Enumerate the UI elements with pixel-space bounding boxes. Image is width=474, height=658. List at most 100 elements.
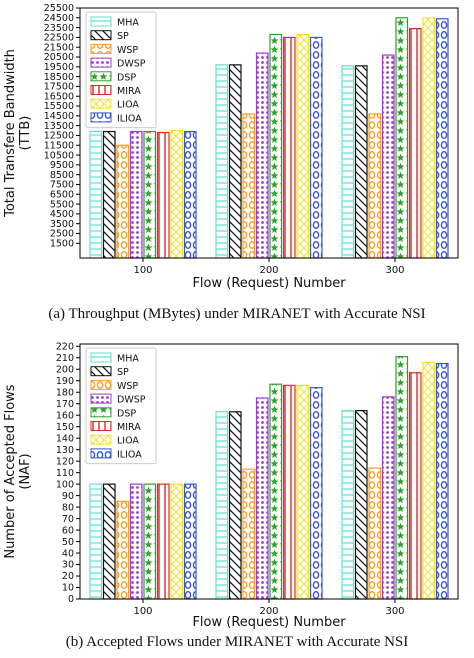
bar-mira-200: [282, 36, 296, 259]
y-tick-label: 160: [56, 410, 74, 421]
bar-wsp-200: [242, 113, 256, 259]
bar-dwsp-200: [255, 397, 269, 600]
legend-swatch-wsp: [90, 43, 112, 54]
bar-dsp-100: [143, 483, 157, 600]
y-tick-label: 80: [62, 502, 74, 513]
y-tick-label: 18500: [44, 72, 74, 83]
legend-label-mira: MIRA: [117, 422, 141, 433]
y-tick-label: 25500: [44, 3, 74, 14]
caption-a: (a) Throughput (MBytes) under MIRANET wi…: [48, 306, 426, 322]
legend-swatch-sp: [90, 30, 112, 41]
legend-swatch-dsp: [90, 407, 112, 418]
bar-ilioa-200: [309, 387, 323, 600]
legend-label-mha: MHA: [117, 18, 139, 29]
bar-ilioa-300: [435, 362, 449, 600]
y-tick-label: 0: [68, 594, 74, 605]
bar-ilioa-100: [183, 483, 197, 600]
bar-mha-300: [341, 410, 355, 600]
legend-swatch-mira: [90, 85, 112, 95]
legend-label-dwsp: DWSP: [117, 59, 146, 70]
bar-mira-200: [282, 384, 296, 600]
y-tick-label: 10500: [44, 150, 74, 161]
bar-wsp-200: [242, 468, 256, 600]
legend-label-mira: MIRA: [117, 86, 141, 97]
bar-dsp-100: [143, 130, 157, 259]
y-tick-label: 3500: [50, 219, 74, 230]
y-tick-label: 170: [56, 399, 74, 410]
x-tick-label: 200: [259, 606, 278, 617]
legend-swatch-lioa: [90, 98, 112, 109]
legend-swatch-ilioa: [90, 112, 112, 123]
y-tick-label: 150: [56, 422, 74, 433]
bar-lioa-100: [170, 129, 184, 259]
bar-dwsp-100: [129, 130, 143, 259]
y-tick-label: 40: [62, 548, 74, 559]
bar-ilioa-200: [309, 36, 323, 259]
chart-panel-a: 1500250035004500550065007500850095001050…: [3, 3, 459, 291]
legend-swatch-dwsp: [90, 57, 112, 68]
y-tick-label: 16500: [44, 91, 74, 102]
y-tick-label: 9500: [50, 160, 74, 171]
bar-wsp-300: [368, 113, 382, 259]
bar-dsp-200: [269, 383, 283, 600]
y-tick-label: 220: [56, 341, 74, 352]
y-tick-label: 12500: [44, 131, 74, 142]
y-tick-label: 5500: [50, 199, 74, 210]
legend-label-lioa: LIOA: [117, 100, 139, 111]
bar-sp-100: [102, 483, 116, 600]
y-tick-label: 210: [56, 353, 74, 364]
x-axis-label: Flow (Request) Number: [192, 615, 346, 630]
y-tick-label: 2500: [50, 229, 74, 240]
y-tick-label: 90: [62, 491, 74, 502]
bar-dwsp-300: [381, 396, 395, 600]
y-tick-label: 6500: [50, 189, 74, 200]
bar-dsp-300: [395, 356, 409, 600]
x-tick-label: 300: [385, 606, 404, 617]
bar-dwsp-200: [255, 52, 269, 259]
legend-label-sp: SP: [117, 367, 129, 378]
bar-dsp-200: [269, 33, 283, 259]
legend-label-dsp: DSP: [117, 408, 136, 419]
y-tick-label: 190: [56, 376, 74, 387]
legend-swatch-mha: [90, 352, 112, 363]
bar-mha-100: [89, 130, 103, 259]
bar-wsp-100: [116, 500, 130, 600]
bar-dwsp-100: [129, 483, 143, 600]
legend-swatch-mha: [90, 16, 112, 27]
legend-swatch-sp: [90, 366, 112, 377]
y-tick-label: 13500: [44, 121, 74, 132]
bar-mha-200: [215, 411, 229, 600]
y-tick-label: 14500: [44, 111, 74, 122]
legend-swatch-wsp: [90, 379, 112, 390]
bar-dwsp-300: [381, 54, 395, 259]
y-tick-label: 50: [62, 537, 74, 548]
legend-swatch-ilioa: [90, 448, 112, 459]
bar-mha-100: [89, 483, 103, 600]
y-tick-label: 100: [56, 479, 74, 490]
y-tick-label: 1500: [50, 238, 74, 249]
legend-label-mha: MHA: [117, 354, 139, 365]
x-axis-label: Flow (Request) Number: [192, 276, 346, 291]
legend-swatch-lioa: [90, 434, 112, 445]
y-tick-label: 60: [62, 525, 74, 536]
bar-ilioa-100: [183, 130, 197, 259]
bar-ilioa-300: [435, 18, 449, 259]
bar-mira-300: [408, 27, 422, 259]
legend-label-dsp: DSP: [117, 72, 136, 83]
legend-label-ilioa: ILIOA: [117, 113, 142, 124]
y-axis-label: Number of Accepted Flows(NAF): [3, 384, 33, 558]
bar-lioa-300: [422, 17, 436, 259]
y-tick-label: 17500: [44, 82, 74, 93]
bar-sp-200: [228, 64, 242, 259]
y-tick-label: 15500: [44, 101, 74, 112]
legend-swatch-dwsp: [90, 393, 112, 404]
y-tick-label: 20: [62, 571, 74, 582]
legend-label-ilioa: ILIOA: [117, 449, 142, 460]
y-tick-label: 10: [62, 583, 74, 594]
y-tick-label: 110: [56, 468, 74, 479]
y-tick-label: 200: [56, 364, 74, 375]
bar-lioa-200: [296, 384, 310, 600]
x-tick-label: 200: [259, 265, 278, 276]
y-tick-label: 70: [62, 514, 74, 525]
y-tick-label: 120: [56, 456, 74, 467]
